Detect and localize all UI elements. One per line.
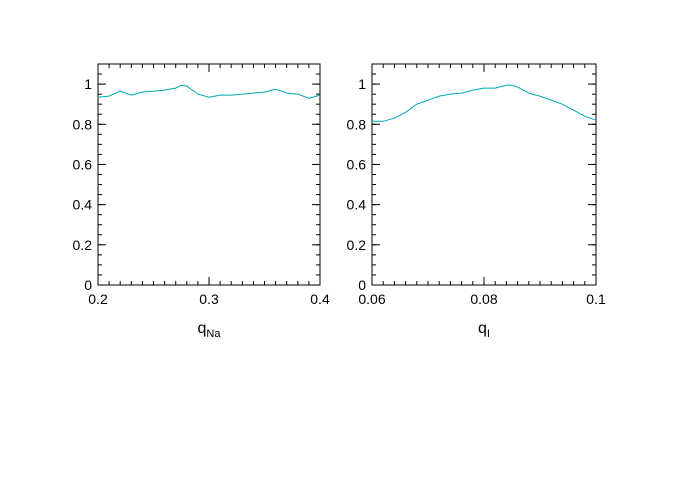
y-tick-label: 0 (358, 277, 366, 293)
y-tick-label: 0.6 (73, 156, 93, 172)
x-tick-label: 0.08 (470, 291, 497, 307)
y-tick-label: 0.2 (347, 237, 367, 253)
y-tick-label: 0.4 (73, 197, 93, 213)
y-tick-label: 0.2 (73, 237, 93, 253)
x-axis-label: qNa (198, 320, 222, 340)
y-tick-label: 0.6 (347, 156, 367, 172)
y-tick-label: 1 (84, 76, 92, 92)
x-tick-label: 0.2 (88, 291, 108, 307)
y-tick-label: 0 (84, 277, 92, 293)
plot-frame (371, 63, 597, 286)
x-tick-label: 0.1 (586, 291, 606, 307)
x-axis-label: qI (478, 320, 490, 340)
series-line (372, 84, 597, 122)
chart-panel-right: 0.06 0.08 0.1 0 0.2 0.4 0.6 0.8 1 qI (347, 63, 606, 340)
y-tick-label: 0.8 (73, 116, 93, 132)
series-line (97, 84, 321, 99)
x-tick-label: 0.06 (358, 291, 385, 307)
y-tick-label: 0.8 (347, 116, 367, 132)
x-tick-label: 0.3 (199, 291, 219, 307)
y-tick-label: 0.4 (347, 197, 367, 213)
x-tick-label: 0.4 (310, 291, 330, 307)
y-tick-label: 1 (358, 76, 366, 92)
